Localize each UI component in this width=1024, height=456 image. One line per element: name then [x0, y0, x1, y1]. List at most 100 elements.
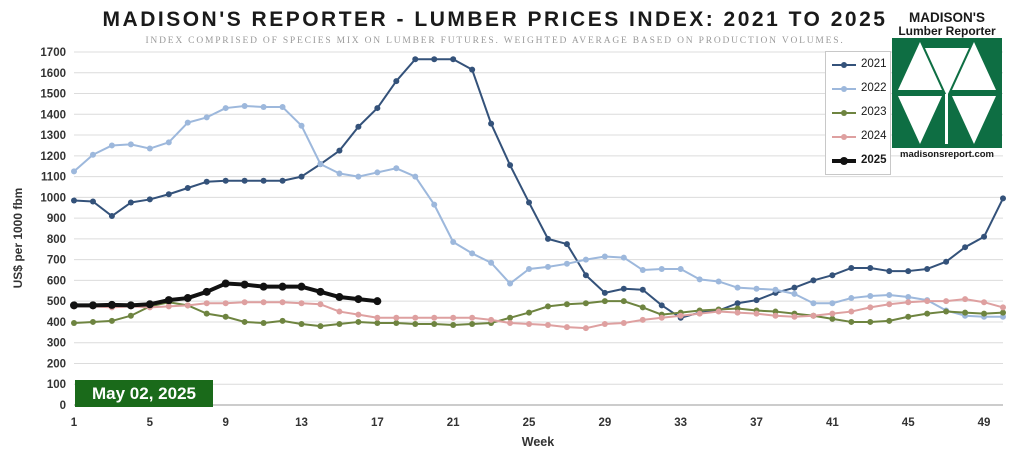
- data-point-2024: [886, 301, 893, 308]
- legend-item-2024: 2024: [832, 128, 892, 146]
- data-point-2024: [412, 314, 419, 321]
- data-point-2024: [260, 299, 267, 306]
- data-point-2022: [696, 276, 703, 283]
- data-point-2023: [317, 323, 324, 330]
- data-point-2021: [393, 78, 400, 85]
- data-point-2024: [203, 300, 210, 307]
- data-point-2021: [488, 120, 495, 127]
- y-tick-label: 0: [60, 400, 66, 412]
- data-point-2023: [981, 310, 988, 317]
- y-tick-label: 600: [47, 275, 66, 287]
- data-point-2022: [89, 151, 96, 158]
- data-point-2022: [582, 256, 589, 263]
- data-point-2021: [791, 284, 798, 291]
- data-point-2023: [241, 318, 248, 325]
- data-point-2025: [354, 295, 363, 304]
- x-axis-label: Week: [522, 435, 554, 449]
- legend-item-2022: 2022: [832, 80, 892, 98]
- data-point-2023: [393, 319, 400, 326]
- data-point-2023: [886, 317, 893, 324]
- data-point-2022: [829, 300, 836, 307]
- legend-marker: [841, 110, 847, 116]
- data-point-2022: [108, 142, 115, 149]
- data-point-2021: [753, 297, 760, 304]
- data-point-2024: [696, 310, 703, 317]
- series-line-2023: [73, 300, 1004, 328]
- data-point-2023: [203, 310, 210, 317]
- data-point-2021: [601, 289, 608, 296]
- data-point-2022: [886, 291, 893, 298]
- data-point-2023: [829, 315, 836, 322]
- data-point-2023: [431, 321, 438, 328]
- data-point-2022: [526, 265, 533, 272]
- data-point-2022: [507, 280, 514, 287]
- data-point-2024: [867, 304, 874, 311]
- y-tick-label: 1100: [41, 172, 66, 184]
- data-point-2022: [127, 141, 134, 148]
- data-point-2022: [203, 114, 210, 121]
- legend-item-2025: 2025: [832, 152, 892, 170]
- data-point-2024: [563, 324, 570, 331]
- data-point-2023: [260, 319, 267, 326]
- data-point-2022: [753, 285, 760, 292]
- x-tick-label: 9: [222, 417, 228, 429]
- y-tick-label: 1600: [40, 68, 66, 80]
- legend-item-2023: 2023: [832, 104, 892, 122]
- data-point-2024: [582, 325, 589, 332]
- data-point-2021: [658, 302, 665, 309]
- data-point-2024: [165, 303, 172, 310]
- data-point-2023: [450, 322, 457, 329]
- data-point-2022: [412, 173, 419, 180]
- data-point-2025: [335, 293, 344, 302]
- data-point-2025: [145, 300, 154, 309]
- data-point-2022: [298, 122, 305, 129]
- y-tick-label: 400: [47, 317, 66, 329]
- x-axis-ticks: 1 5 9 13 17 21 25 29 33 37 41 45 49: [71, 417, 991, 429]
- data-point-2021: [810, 277, 817, 284]
- data-point-2024: [981, 299, 988, 306]
- y-tick-label: 1200: [40, 151, 66, 163]
- legend-label: 2022: [861, 82, 887, 94]
- data-point-2022: [791, 290, 798, 297]
- data-point-2022: [431, 201, 438, 208]
- chart-legend: 2021 2022 2023 2024 2025: [825, 51, 891, 175]
- data-point-2024: [450, 314, 457, 321]
- legend-label: 2021: [861, 58, 887, 70]
- data-point-2021: [469, 66, 476, 73]
- data-point-2025: [107, 300, 116, 309]
- data-point-2023: [374, 319, 381, 326]
- data-point-2021: [563, 241, 570, 248]
- data-point-2022: [658, 265, 665, 272]
- data-point-2024: [298, 300, 305, 307]
- data-point-2021: [241, 177, 248, 184]
- data-point-2023: [563, 301, 570, 308]
- series-lines: [70, 56, 1006, 332]
- data-point-2024: [507, 319, 514, 326]
- data-point-2021: [582, 272, 589, 279]
- y-tick-label: 800: [47, 234, 66, 246]
- logo-website: madisonsreport.com: [900, 149, 994, 160]
- data-point-2023: [412, 321, 419, 328]
- y-axis-label: US$ per 1000 fbm: [11, 188, 25, 289]
- series-2022: [71, 102, 1006, 320]
- data-point-2024: [734, 309, 741, 316]
- data-point-2023: [582, 300, 589, 307]
- data-point-2022: [563, 260, 570, 267]
- series-2021: [71, 56, 1006, 321]
- data-point-2022: [355, 173, 362, 180]
- data-point-2025: [183, 294, 192, 303]
- data-point-2023: [71, 319, 77, 326]
- data-point-2024: [222, 300, 229, 307]
- data-point-2025: [126, 301, 135, 310]
- x-tick-label: 49: [978, 417, 991, 429]
- data-point-2022: [241, 102, 248, 109]
- logo-brand-subtitle: Lumber Reporter: [898, 24, 996, 38]
- data-point-2023: [89, 318, 96, 325]
- y-tick-label: 1700: [40, 47, 66, 59]
- data-point-2021: [1000, 195, 1006, 202]
- data-point-2021: [924, 265, 931, 272]
- logo-brand-name: MADISON'S: [909, 10, 985, 25]
- data-point-2025: [70, 301, 78, 310]
- data-point-2022: [184, 119, 191, 126]
- data-point-2024: [753, 310, 760, 317]
